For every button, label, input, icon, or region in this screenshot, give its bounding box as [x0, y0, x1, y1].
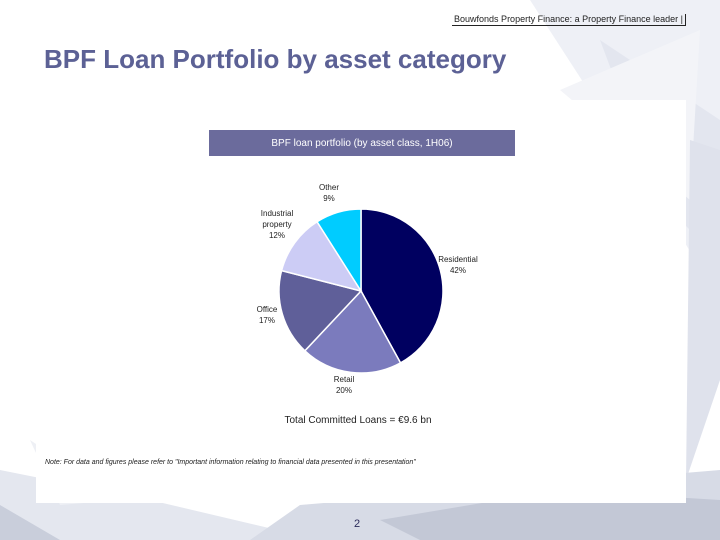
pie-slice-retail	[303, 289, 402, 374]
slice-label-other: Other 9%	[319, 183, 339, 203]
pie-slice-other	[316, 208, 362, 294]
slice-label-office: Office 17%	[257, 305, 278, 325]
pie-slice-residential	[360, 208, 444, 364]
chart-title: BPF loan portfolio (by asset class, 1H06…	[209, 130, 515, 156]
slice-label-industrial-property: Industrial property 12%	[261, 209, 294, 240]
pie-slice-industrial-property	[280, 220, 363, 293]
slice-label-residential: Residential 42%	[438, 255, 478, 275]
header-tagline: Bouwfonds Property Finance: a Property F…	[452, 14, 686, 26]
page-number: 2	[354, 518, 361, 530]
chart-caption: Total Committed Loans = €9.6 bn	[284, 415, 432, 426]
slice-label-retail: Retail 20%	[334, 375, 355, 395]
page-title: BPF Loan Portfolio by asset category	[44, 44, 507, 74]
footnote: Note: For data and figures please refer …	[45, 459, 416, 466]
pie-slice-office	[278, 269, 363, 352]
